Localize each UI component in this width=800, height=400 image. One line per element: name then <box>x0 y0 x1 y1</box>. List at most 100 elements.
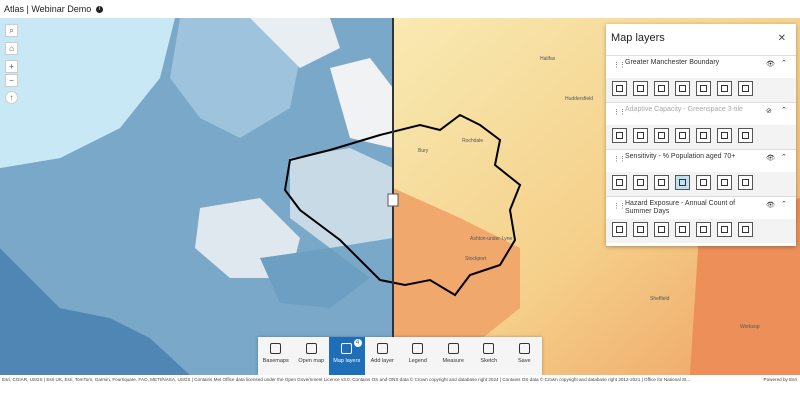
icon <box>637 179 644 186</box>
action-button[interactable] <box>696 175 711 190</box>
action-button[interactable] <box>612 128 627 143</box>
action-button[interactable] <box>675 81 690 96</box>
action-button[interactable] <box>717 81 732 96</box>
powered-by[interactable]: Powered by Esri <box>760 375 797 385</box>
icon <box>679 179 686 186</box>
district <box>250 18 340 68</box>
icon <box>637 85 644 92</box>
icon <box>721 226 728 233</box>
place-label: Bury <box>418 148 429 154</box>
icon <box>742 226 749 233</box>
collapse-toggle[interactable]: ⌃ <box>781 154 787 161</box>
action-button[interactable] <box>675 175 690 190</box>
icon <box>658 179 665 186</box>
icon <box>658 132 665 139</box>
drag-handle[interactable]: ⋮⋮ <box>613 203 626 210</box>
toolbar-label: Open map <box>298 358 325 364</box>
toolbar-icon <box>412 343 424 354</box>
action-button[interactable] <box>738 128 753 143</box>
visibility-toggle[interactable]: 👁 <box>766 155 775 162</box>
toolbar-icon <box>447 343 459 354</box>
visibility-toggle[interactable]: 👁 <box>766 202 775 209</box>
place-label: Sheffield <box>650 296 670 302</box>
icon <box>742 179 749 186</box>
toolbar-button[interactable]: Add layer <box>365 337 401 375</box>
action-button[interactable] <box>675 222 690 237</box>
action-button[interactable] <box>633 128 648 143</box>
zoom-out[interactable]: − <box>5 74 18 87</box>
collapse-toggle[interactable]: ⌃ <box>781 60 787 67</box>
icon <box>616 179 623 186</box>
icon <box>700 85 707 92</box>
action-button[interactable] <box>654 128 669 143</box>
action-button[interactable] <box>654 175 669 190</box>
action-button[interactable] <box>612 81 627 96</box>
boundary <box>283 113 522 297</box>
drag-handle[interactable]: ⋮⋮ <box>613 109 626 116</box>
action-button[interactable] <box>738 175 753 190</box>
sea <box>0 78 120 168</box>
toolbar-label: Add layer <box>370 358 394 364</box>
toolbar-icon <box>483 343 495 354</box>
attribution: Esri, CGIAR, USGS | Esri UK, Esri, TomTo… <box>2 377 691 382</box>
action-button[interactable] <box>654 222 669 237</box>
toolbar-button[interactable]: Map layers 4 <box>329 337 365 375</box>
toolbar-label: Sketch <box>480 358 498 364</box>
close-button[interactable]: ✕ <box>777 33 786 44</box>
compass[interactable]: ↑ <box>5 91 18 104</box>
icon <box>679 226 686 233</box>
icon <box>742 85 749 92</box>
toolbar-icon <box>270 343 282 354</box>
action-button[interactable] <box>675 128 690 143</box>
layer-actions <box>606 125 796 149</box>
home-button[interactable]: ⌂ <box>5 42 18 55</box>
collapse-toggle[interactable]: ⌃ <box>781 201 787 208</box>
icon <box>679 85 686 92</box>
action-button[interactable] <box>696 128 711 143</box>
visibility-toggle[interactable]: ⊘ <box>766 108 772 115</box>
toolbar-button[interactable]: Legend <box>400 337 436 375</box>
layer-item: ⋮⋮ Hazard Exposure - Annual Count of Summ… <box>606 196 796 243</box>
action-button[interactable] <box>738 222 753 237</box>
toolbar-button[interactable]: Open map <box>294 337 330 375</box>
action-button[interactable] <box>696 222 711 237</box>
icon <box>700 226 707 233</box>
toolbar-button[interactable]: Measure <box>436 337 472 375</box>
visibility-toggle[interactable]: 👁 <box>766 61 775 68</box>
toolbar-button[interactable]: Save <box>507 337 543 375</box>
action-button[interactable] <box>717 175 732 190</box>
icon <box>742 132 749 139</box>
layer-actions <box>606 219 796 243</box>
search-button[interactable]: ⌕ <box>5 24 18 37</box>
action-button[interactable] <box>696 81 711 96</box>
collapse-toggle[interactable]: ⌃ <box>781 107 787 114</box>
toolbar-button[interactable]: Sketch <box>471 337 507 375</box>
action-button[interactable] <box>717 128 732 143</box>
layer-name: Sensitivity - % Population aged 70+ <box>625 153 736 160</box>
icon <box>637 226 644 233</box>
action-button[interactable] <box>738 81 753 96</box>
action-button[interactable] <box>633 175 648 190</box>
app-header: Atlas | Webinar Demo i <box>0 0 800 18</box>
district <box>170 18 300 138</box>
action-button[interactable] <box>633 81 648 96</box>
action-button[interactable] <box>717 222 732 237</box>
swipe-handle[interactable] <box>387 193 399 207</box>
info-icon[interactable]: i <box>96 6 104 14</box>
toolbar-button[interactable]: Basemaps <box>258 337 294 375</box>
drag-handle[interactable]: ⋮⋮ <box>613 62 626 69</box>
action-button[interactable] <box>654 81 669 96</box>
icon <box>637 132 644 139</box>
drag-handle[interactable]: ⋮⋮ <box>613 156 626 163</box>
action-button[interactable] <box>612 175 627 190</box>
action-button[interactable] <box>633 222 648 237</box>
layers-panel: Map layers ✕ ⋮⋮ Greater Manchester Bounda… <box>606 24 796 246</box>
place-label: Rochdale <box>462 138 483 144</box>
zoom-in[interactable]: + <box>5 60 18 73</box>
badge: 4 <box>353 339 362 347</box>
action-button[interactable] <box>612 222 627 237</box>
place-label: Huddersfield <box>565 96 593 102</box>
icon <box>700 179 707 186</box>
place-label: Worksop <box>740 324 760 330</box>
